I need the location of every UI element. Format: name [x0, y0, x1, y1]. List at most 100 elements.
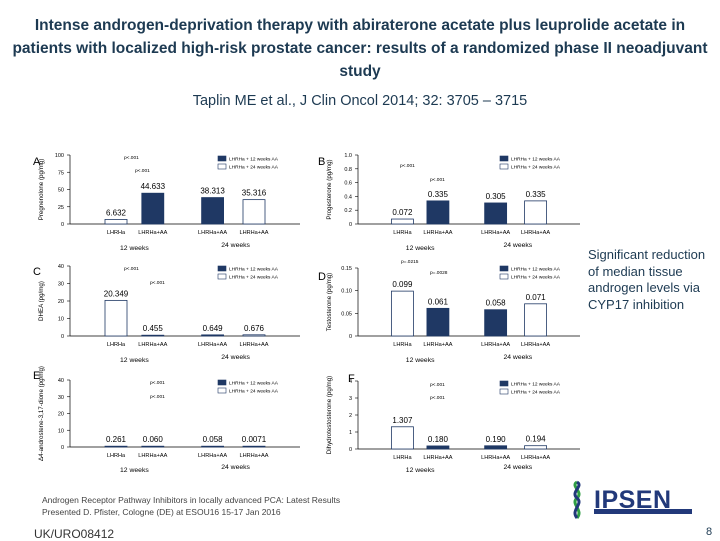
y-tick-label: 0.6 [344, 181, 352, 187]
bar [141, 445, 165, 448]
legend-swatch [217, 387, 227, 394]
legend-entry: LHRHa + 12 weeks AA [511, 382, 561, 388]
x-tick-label: LHRHa+AA [239, 230, 268, 236]
legend-entry: LHRHa + 24 weeks AA [229, 389, 279, 395]
group-label: 24 weeks [503, 242, 532, 249]
bar [426, 307, 450, 337]
y-tick-label: 50 [58, 188, 64, 194]
panel-letter: D [318, 271, 326, 283]
y-tick-label: 0.4 [344, 194, 352, 200]
bar [390, 426, 414, 450]
data-label: 0.058 [486, 299, 507, 308]
group-label: 12 weeks [406, 357, 435, 364]
panel-letter: C [33, 266, 41, 278]
x-tick-label: LHRHa+AA [521, 455, 550, 461]
bar [524, 303, 547, 337]
y-tick-label: 1 [349, 430, 352, 436]
p-value: p=.0215 [401, 259, 419, 265]
data-label: 0.261 [106, 435, 127, 444]
bar [524, 200, 547, 225]
p-value: p<.001 [150, 380, 165, 386]
x-tick-label: LHRHa+AA [521, 230, 550, 236]
legend-entry: LHRHa + 24 weeks AA [229, 165, 279, 171]
bar [141, 192, 165, 225]
y-tick-label: 10 [58, 317, 64, 323]
y-tick-label: 2 [349, 413, 352, 419]
x-tick-label: LHRHa+AA [198, 230, 227, 236]
slide-title: Intense androgen-deprivation therapy wit… [12, 17, 708, 80]
legend-swatch [499, 155, 509, 162]
y-axis-label: Testosterone (pg/mg) [326, 273, 333, 331]
legend-swatch [217, 155, 227, 162]
bar [524, 445, 547, 450]
p-value: p<.001 [124, 266, 139, 272]
data-label: 35.316 [242, 189, 267, 198]
legend-swatch [217, 163, 227, 170]
bar [104, 219, 128, 225]
footer-line-2: Presented D. Pfister, Cologne (DE) at ES… [42, 507, 281, 517]
y-tick-label: 1.0 [344, 153, 352, 159]
y-tick-label: 3 [349, 396, 352, 402]
data-label: 0.072 [392, 208, 413, 217]
x-tick-label: LHRHa [107, 230, 126, 236]
bar [484, 202, 508, 225]
data-label: 0.060 [143, 435, 164, 444]
y-tick-label: 30 [58, 395, 64, 401]
y-tick-label: 0.8 [344, 167, 352, 173]
group-label: 24 weeks [221, 242, 250, 249]
x-tick-label: LHRHa+AA [239, 453, 268, 459]
group-label: 12 weeks [406, 467, 435, 474]
data-label: 0.0071 [242, 435, 267, 444]
data-label: 1.307 [392, 416, 413, 425]
y-tick-label: 0.2 [344, 208, 352, 214]
bar [242, 199, 266, 225]
y-axis-label: DHEA (pg/mg) [38, 281, 45, 321]
data-label: 0.190 [486, 435, 507, 444]
x-tick-label: LHRHa [393, 455, 412, 461]
legend-entry: LHRHa + 12 weeks AA [511, 157, 561, 163]
y-axis-label: Dihydrotestosterone (pg/mg) [326, 376, 333, 454]
y-tick-label: 40 [58, 264, 64, 270]
y-tick-label: 0 [61, 445, 64, 451]
x-tick-label: LHRHa+AA [521, 342, 550, 348]
legend-entry: LHRHa + 24 weeks AA [511, 165, 561, 171]
y-tick-label: 0 [349, 222, 352, 228]
ipsen-logo: IPSEN [566, 480, 692, 520]
panel-letter: A [33, 156, 41, 168]
y-tick-label: 75 [58, 170, 64, 176]
legend-entry: LHRHa + 24 weeks AA [511, 390, 561, 396]
y-tick-label: 30 [58, 282, 64, 288]
group-label: 12 weeks [120, 245, 149, 252]
y-tick-label: 0 [61, 334, 64, 340]
group-label: 24 weeks [503, 464, 532, 471]
page-number: 8 [706, 526, 713, 538]
bar [201, 334, 225, 337]
bar [390, 290, 414, 337]
bar [201, 445, 225, 448]
x-tick-label: LHRHa [393, 342, 412, 348]
data-label: 0.335 [428, 190, 449, 199]
x-tick-label: LHRHa [107, 342, 126, 348]
data-label: 0.305 [486, 192, 507, 201]
x-tick-label: LHRHa+AA [138, 342, 167, 348]
bar [104, 299, 128, 337]
y-tick-label: 40 [58, 378, 64, 384]
p-value: p<.001 [150, 394, 165, 400]
group-label: 24 weeks [221, 464, 250, 471]
bar [201, 197, 225, 225]
significance-note: Significant reduction of median tissue a… [588, 247, 706, 312]
y-tick-label: 100 [55, 153, 64, 159]
y-tick-label: 0 [349, 447, 352, 453]
p-value: p<.001 [430, 395, 445, 401]
bar [426, 445, 450, 450]
bar [104, 445, 128, 448]
data-label: 0.061 [428, 297, 449, 306]
legend-swatch [499, 273, 509, 280]
legend-entry: LHRHa + 12 weeks AA [229, 381, 279, 387]
bar [484, 309, 508, 337]
y-tick-label: 0 [349, 334, 352, 340]
p-value: p<.001 [400, 163, 415, 169]
x-tick-label: LHRHa+AA [138, 230, 167, 236]
x-tick-label: LHRHa+AA [239, 342, 268, 348]
